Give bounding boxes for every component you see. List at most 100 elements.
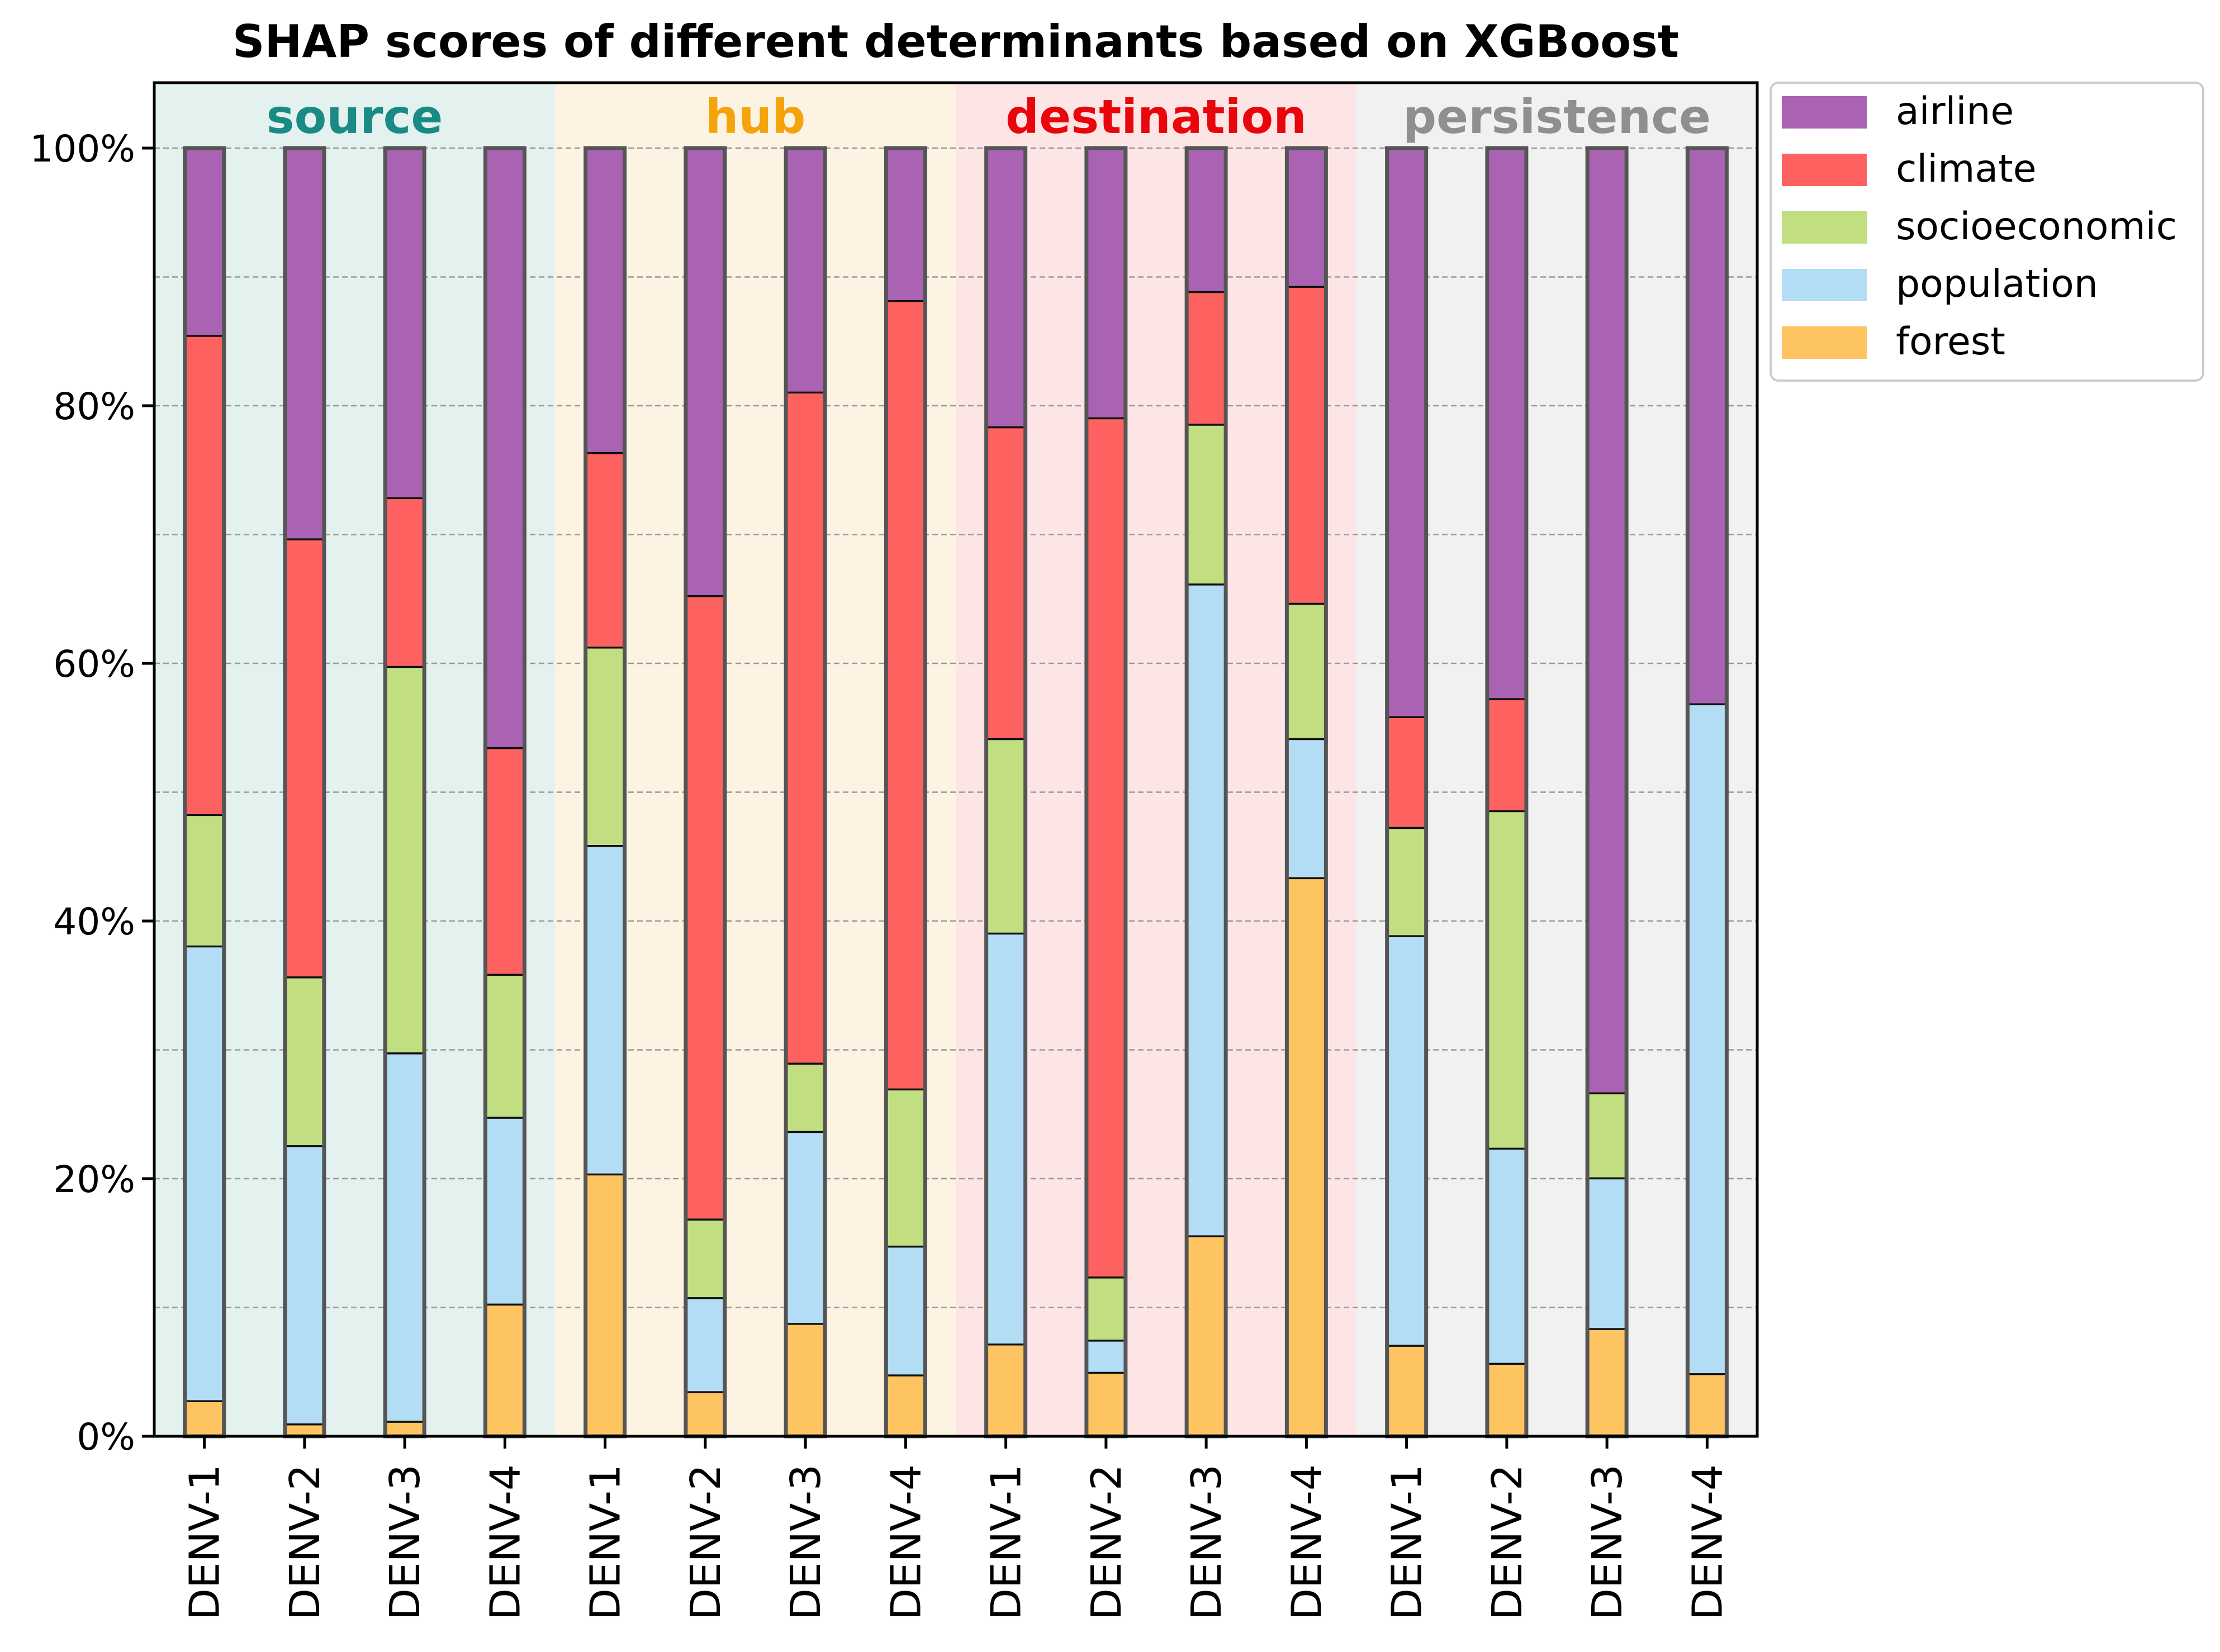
bar-segment-population — [184, 945, 224, 1401]
legend-swatch-forest — [1782, 326, 1867, 359]
bar-segment-forest — [485, 1303, 525, 1436]
group-label-destination: destination — [1005, 89, 1307, 144]
bar-segment-airline — [1387, 148, 1426, 716]
bar-segment-population — [786, 1131, 826, 1323]
bar-segment-socioeconomic — [385, 666, 425, 1053]
bar-segment-climate — [184, 335, 224, 814]
plot-frame — [153, 81, 1759, 1438]
bar-segment-forest — [685, 1391, 725, 1436]
bar-segment-socioeconomic — [485, 974, 525, 1117]
bar-segment-population — [986, 932, 1026, 1344]
bar-segment-forest — [886, 1374, 926, 1436]
bar-segment-airline — [685, 148, 725, 595]
bar-segment-population — [886, 1245, 926, 1375]
group-label-layer: source hub destination persistence — [267, 89, 1711, 144]
bar-segment-airline — [1187, 148, 1226, 291]
bar-segment-forest — [1587, 1328, 1627, 1436]
bar-segment-population — [1086, 1340, 1126, 1372]
x-tick-label: DENV-3 — [1183, 1464, 1231, 1620]
bar-segment-climate — [585, 452, 625, 647]
bar-segment-airline — [585, 148, 625, 452]
bar-segment-airline — [786, 148, 826, 392]
bar-segment-airline — [1587, 148, 1627, 1093]
bar-segment-population — [1687, 703, 1727, 1374]
bar-segment-population — [685, 1297, 725, 1392]
legend-swatch-airline — [1782, 96, 1867, 129]
bar-segment-population — [1487, 1147, 1526, 1363]
bar-segment-socioeconomic — [1587, 1092, 1627, 1178]
bar-segment-socioeconomic — [1387, 827, 1426, 936]
x-tick-label: DENV-2 — [1483, 1464, 1531, 1620]
y-tick-label: 20% — [53, 1158, 135, 1201]
bar-segment-climate — [385, 497, 425, 666]
y-tick-label: 60% — [53, 643, 135, 686]
bar-segment-forest — [786, 1323, 826, 1436]
bar-segment-forest — [1487, 1363, 1526, 1436]
bar-segment-forest — [1687, 1373, 1727, 1436]
x-tick-label: DENV-1 — [983, 1464, 1031, 1620]
legend-swatch-population — [1782, 269, 1867, 301]
bar-segment-airline — [886, 148, 926, 300]
bar-segment-socioeconomic — [284, 976, 324, 1146]
group-label-persistence: persistence — [1403, 89, 1711, 144]
x-tick-label: DENV-4 — [1283, 1464, 1331, 1620]
bar-segment-population — [385, 1052, 425, 1421]
legend-label-airline: airline — [1896, 89, 2014, 134]
bar-segment-climate — [1287, 286, 1326, 603]
bar-segment-socioeconomic — [1287, 602, 1326, 738]
bar-segment-climate — [986, 426, 1026, 738]
bar-segment-population — [1387, 935, 1426, 1345]
group-label-source: source — [267, 89, 443, 144]
legend-label-socioeconomic: socioeconomic — [1896, 205, 2177, 249]
bar-segment-socioeconomic — [886, 1088, 926, 1246]
bar-segment-airline — [284, 148, 324, 539]
bar-segment-climate — [685, 595, 725, 1219]
legend-label-climate: climate — [1896, 147, 2037, 191]
bar-segment-population — [1587, 1177, 1627, 1328]
bar-segment-population — [585, 845, 625, 1174]
x-tick-label: DENV-3 — [782, 1464, 830, 1620]
y-tick-label: 80% — [53, 385, 135, 428]
bar-segment-climate — [1487, 698, 1526, 810]
x-tick-label: DENV-4 — [481, 1464, 529, 1620]
x-tick-label: DENV-3 — [381, 1464, 429, 1620]
bar-segment-climate — [284, 538, 324, 977]
legend-label-population: population — [1896, 262, 2098, 306]
bar-segment-forest — [585, 1173, 625, 1436]
legend: airline climate socioeconomic population for… — [1770, 82, 2204, 382]
group-label-hub: hub — [705, 89, 806, 144]
x-tick-label: DENV-1 — [181, 1464, 229, 1620]
bar-segment-socioeconomic — [685, 1218, 725, 1298]
bar-segment-climate — [1086, 417, 1126, 1277]
bar-segment-forest — [1387, 1345, 1426, 1436]
bar-segment-airline — [1086, 148, 1126, 417]
x-tick-label: DENV-2 — [1083, 1464, 1131, 1620]
bar-segment-forest — [1287, 877, 1326, 1436]
bar-segment-forest — [284, 1423, 324, 1436]
bar-segment-airline — [1687, 148, 1727, 704]
bar-segment-climate — [786, 391, 826, 1063]
bar-segment-socioeconomic — [786, 1062, 826, 1131]
bar-segment-climate — [1387, 716, 1426, 827]
bar-segment-population — [284, 1145, 324, 1423]
legend-label-forest: forest — [1896, 320, 2005, 364]
bar-segment-forest — [1086, 1371, 1126, 1436]
x-tick-label: DENV-3 — [1583, 1464, 1631, 1620]
bar-segment-population — [1287, 738, 1326, 877]
bar-segment-forest — [1187, 1235, 1226, 1436]
bar-segment-airline — [986, 148, 1026, 426]
bar-segment-airline — [1487, 148, 1526, 699]
x-tick-label: DENV-4 — [1683, 1464, 1732, 1620]
bar-segment-forest — [986, 1344, 1026, 1436]
bar-segment-socioeconomic — [986, 738, 1026, 933]
bar-segment-socioeconomic — [1086, 1276, 1126, 1340]
bar-segment-airline — [184, 148, 224, 335]
x-tick-label: DENV-1 — [582, 1464, 630, 1620]
bar-segment-population — [1187, 583, 1226, 1236]
bar-segment-airline — [485, 148, 525, 747]
legend-frame — [1770, 82, 2204, 382]
bar-segment-socioeconomic — [1487, 810, 1526, 1148]
bar-segment-airline — [1287, 148, 1326, 286]
x-axis-ticks: DENV-1 DENV-2 DENV-3 DENV-4 DENV-1 DENV-2 DENV… — [181, 1436, 1732, 1620]
